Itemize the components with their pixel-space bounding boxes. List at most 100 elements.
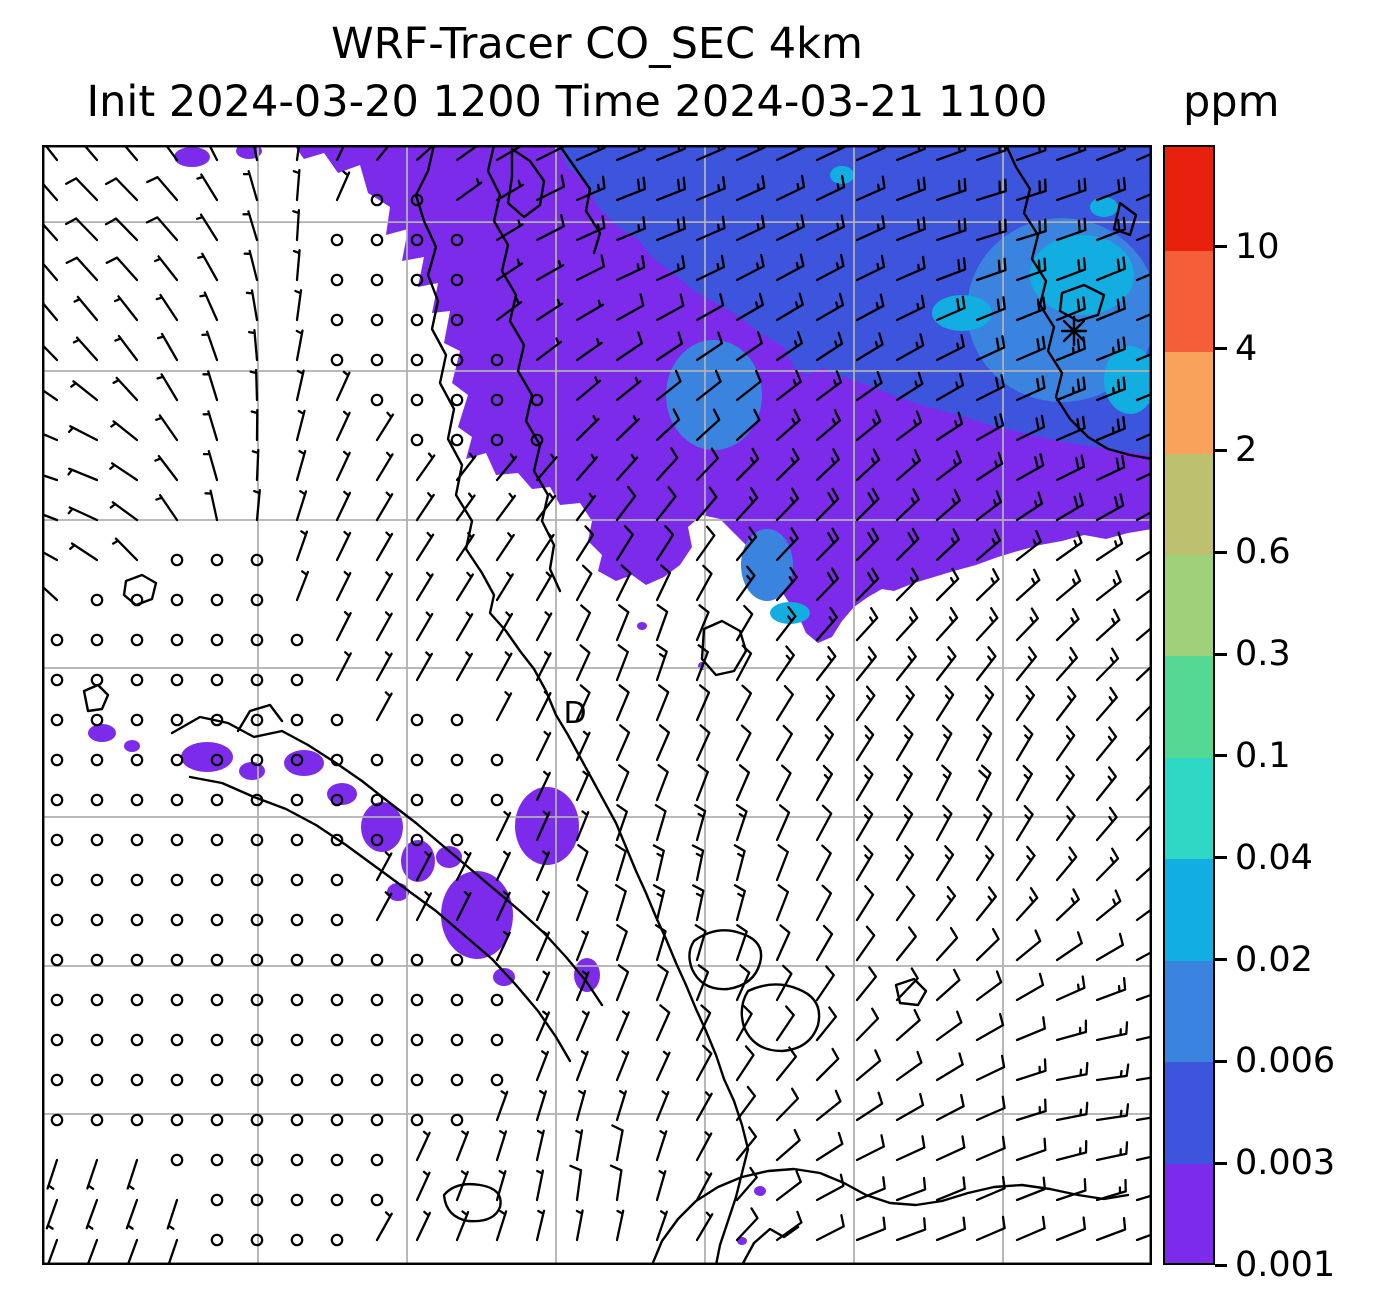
wind-barb — [85, 1198, 99, 1230]
wind-barb — [735, 964, 751, 1002]
wind-barb — [1095, 296, 1126, 322]
wind-barb — [1015, 1098, 1047, 1122]
wind-barb — [535, 1169, 545, 1202]
calm-wind-circle — [130, 793, 144, 807]
wind-barb — [855, 1091, 884, 1122]
wind-barb — [975, 296, 1006, 322]
colorbar-segment — [1165, 451, 1213, 556]
wind-barb — [855, 448, 881, 482]
calm-wind-circle — [250, 793, 264, 807]
wind-barb — [1095, 932, 1125, 962]
wind-barb — [935, 177, 967, 202]
wind-barb — [535, 1129, 545, 1162]
calm-wind-circle — [490, 753, 504, 767]
calm-wind-circle — [290, 1193, 304, 1207]
wind-barb — [895, 1050, 923, 1082]
wind-barb — [935, 1010, 963, 1042]
wind-barb — [775, 1128, 801, 1162]
calm-wind-circle — [90, 873, 104, 887]
wind-barb — [855, 925, 876, 962]
wind-barb — [1055, 296, 1086, 322]
calm-wind-circle — [50, 993, 64, 1007]
wind-barb — [575, 1129, 584, 1162]
calm-wind-circle — [50, 913, 64, 927]
wind-barb — [70, 380, 99, 402]
wind-barb — [775, 448, 800, 482]
co-blob-purple — [401, 840, 435, 882]
wind-barb — [815, 527, 840, 562]
wind-barb — [855, 1049, 882, 1082]
calm-wind-circle — [250, 1193, 264, 1207]
wind-barb — [197, 252, 219, 282]
wind-barb — [126, 1158, 139, 1190]
co-blob-purple — [493, 968, 515, 986]
wind-barb — [775, 527, 799, 562]
wind-barb — [1055, 569, 1082, 602]
wind-barb — [615, 964, 630, 1002]
wind-barb — [655, 564, 672, 602]
wind-barb — [815, 487, 840, 522]
wind-barb — [1055, 217, 1087, 242]
calm-wind-circle — [50, 953, 64, 967]
colorbar-tick — [1215, 448, 1227, 452]
calm-wind-circle — [370, 1193, 384, 1207]
wind-barb — [575, 684, 591, 722]
wind-barb — [655, 1210, 668, 1242]
calm-wind-circle — [210, 1113, 224, 1127]
calm-wind-circle — [130, 1073, 144, 1087]
calm-wind-circle — [130, 753, 144, 767]
wind-barb — [335, 410, 351, 442]
calm-wind-circle — [370, 1113, 384, 1127]
co-patch-cyan-2 — [932, 295, 992, 331]
wind-barb — [615, 764, 630, 802]
wind-barb — [655, 1090, 670, 1122]
calm-wind-circle — [450, 713, 464, 727]
calm-wind-circle — [130, 1113, 144, 1127]
wind-barb — [1015, 724, 1034, 762]
calm-wind-circle — [90, 953, 104, 967]
wind-barb — [735, 292, 765, 322]
wind-barb — [895, 1176, 927, 1202]
wind-barb — [375, 891, 393, 922]
calm-wind-circle — [450, 833, 464, 847]
wind-barb — [575, 337, 603, 362]
calm-wind-circle — [370, 1073, 384, 1087]
wind-barb — [775, 804, 791, 842]
wind-barb — [1015, 685, 1036, 722]
wind-barb — [975, 335, 1006, 362]
wind-barb — [855, 1176, 886, 1202]
calm-wind-circle — [490, 393, 504, 407]
coastline — [560, 147, 602, 255]
wind-barb — [975, 451, 1004, 482]
wind-barb — [775, 964, 793, 1002]
wind-barb — [975, 218, 1007, 242]
wind-barb — [1055, 846, 1078, 882]
wind-barb — [1055, 1061, 1089, 1082]
wind-barb — [935, 1176, 966, 1202]
wind-barb — [615, 485, 637, 522]
wind-barb — [575, 175, 606, 202]
wind-barb — [815, 567, 840, 602]
wind-barb — [735, 764, 751, 802]
wind-barb — [775, 684, 794, 722]
wind-barb — [295, 409, 306, 442]
wind-barb — [895, 567, 920, 602]
wind-barb — [146, 176, 179, 202]
calm-wind-circle — [250, 633, 264, 647]
wind-barb — [975, 845, 995, 882]
wind-barb — [655, 644, 668, 682]
wind-barb — [455, 571, 474, 602]
wind-barb — [122, 145, 139, 162]
wind-barb — [615, 1209, 625, 1242]
wind-barb — [611, 1124, 624, 1162]
wind-barb — [1135, 657, 1152, 682]
wind-barb — [975, 607, 999, 642]
wind-barb — [1135, 907, 1152, 922]
wind-barb — [1055, 415, 1086, 442]
wind-barb — [935, 764, 952, 802]
wind-barb — [735, 447, 760, 482]
wind-barb — [655, 447, 679, 482]
wind-barb — [1095, 376, 1127, 402]
calm-wind-circle — [250, 753, 264, 767]
wind-barb — [855, 370, 883, 402]
